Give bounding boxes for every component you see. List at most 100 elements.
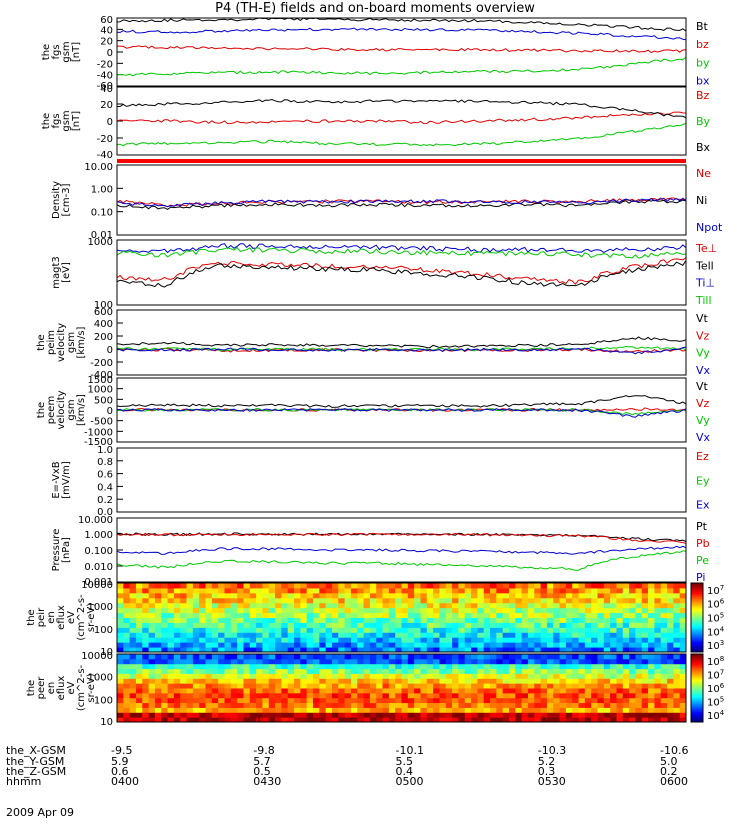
heatmap-cell [218,697,225,704]
heatmap-cell [515,697,523,704]
heatmap-cell [426,617,434,623]
heatmap-cell [483,632,491,638]
heatmap-cell [603,617,611,623]
heatmap-cell [312,583,320,589]
heatmap-cell [420,592,428,599]
heatmap-cell [237,583,244,589]
heatmap-cell [420,607,428,614]
heatmap-cell [565,617,573,623]
heatmap-cell [603,692,611,699]
heatmap-cell [312,663,320,670]
heatmap-cell [294,642,301,648]
heatmap-cell [622,707,630,713]
heatmap-cell [300,637,308,643]
colorbar-cell [691,677,703,680]
heatmap-cell [294,627,301,633]
heatmap-cell [249,617,257,623]
ylabel-panel-9: (cm^2-s- [76,594,87,641]
heatmap-cell [249,642,257,648]
heatmap-cell [622,658,630,665]
heatmap-cell [565,592,573,599]
heatmap-cell [243,597,251,604]
heatmap-cell [407,607,415,614]
heatmap-cell [591,612,598,618]
heatmap-cell [287,622,295,628]
series-line-bx [116,27,687,41]
heatmap-cell [407,717,415,723]
heatmap-cell [344,663,352,670]
heatmap-cell [262,702,270,708]
heatmap-cell [572,658,580,665]
heatmap-cell [610,627,617,633]
heatmap-cell [483,597,491,604]
heatmap-cell [521,632,529,638]
heatmap-cell [629,688,636,694]
colorbar-cell [691,605,703,608]
heatmap-cell [458,688,466,694]
heatmap-cell [654,668,662,674]
heatmap-cell [256,692,263,699]
heatmap-cell [502,622,510,628]
heatmap-cell [148,632,156,638]
series-line-Npot [116,197,687,208]
heatmap-cell [597,617,605,623]
heatmap-cell [319,622,327,628]
heatmap-cell [369,583,377,589]
heatmap-cell [616,637,624,643]
heatmap-cell [319,678,327,684]
heatmap-cell [591,702,598,708]
heatmap-cell [458,707,466,713]
heatmap-cell [344,647,352,653]
heatmap-cell [275,688,282,694]
heatmap-cell [325,597,333,604]
heatmap-cell [142,602,150,609]
heatmap-cell [610,597,617,604]
heatmap-cell [515,663,523,670]
ytick-label: 0.2 [97,495,113,506]
heatmap-cell [243,642,251,648]
heatmap-cell [224,663,232,670]
heatmap-cell [546,617,554,623]
heatmap-cell [667,602,674,609]
heatmap-cell [527,702,535,708]
heatmap-cell [527,627,535,633]
heatmap-cell [312,673,320,679]
heatmap-cell [477,692,485,699]
heatmap-cell [123,612,131,618]
heatmap-cell [186,683,194,689]
heatmap-cell [154,612,162,618]
heatmap-cell [641,697,649,704]
ytick-label: 400 [94,319,113,330]
ylabel-panel-5: peim [46,330,57,355]
heatmap-cell [477,678,485,684]
heatmap-cell [407,647,415,653]
heatmap-cell [319,717,327,723]
heatmap-cell [464,642,472,648]
heatmap-cell [553,602,561,609]
heatmap-cell [565,683,573,689]
series-line-Till [116,246,687,259]
heatmap-cell [414,717,421,723]
heatmap-cell [496,683,504,689]
heatmap-cell [521,658,529,665]
heatmap-cell [629,637,636,643]
heatmap-cell [616,702,624,708]
heatmap-cell [148,592,156,599]
heatmap-cell [401,692,409,699]
colorbar-cell [691,641,703,644]
heatmap-cell [243,683,251,689]
heatmap-cell [565,702,573,708]
heatmap-cell [521,683,529,689]
heatmap-cell [546,583,554,589]
heatmap-cell [268,587,276,594]
heatmap-cell [546,632,554,638]
heatmap-cell [572,622,580,628]
heatmap-cell [534,663,542,670]
heatmap-cell [546,717,554,723]
heatmap-cell [287,647,295,653]
heatmap-cell [426,673,434,679]
heatmap-cell [433,673,440,679]
heatmap-cell [363,587,371,594]
heatmap-cell [483,587,491,594]
heatmap-cell [572,592,580,599]
